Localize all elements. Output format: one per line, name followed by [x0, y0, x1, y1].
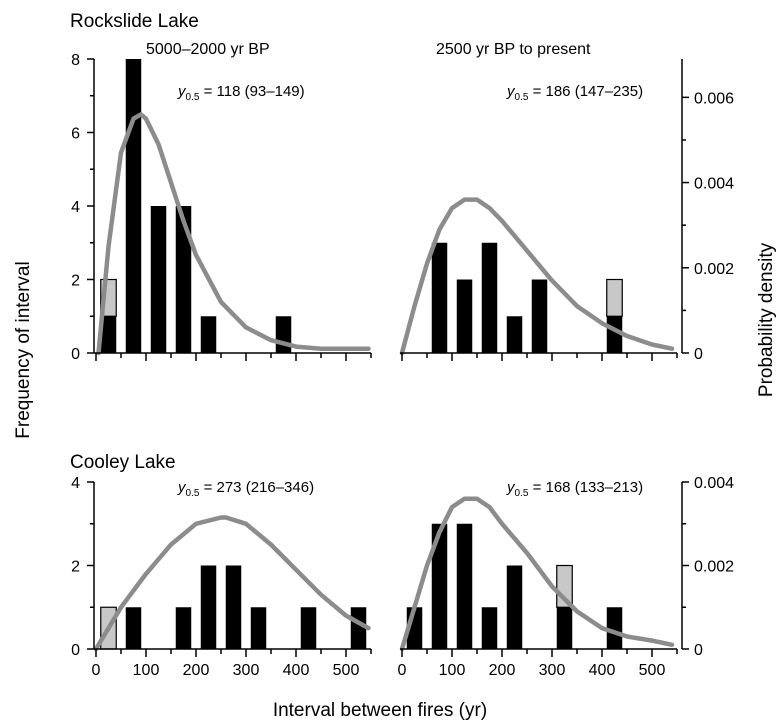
- density-curve: [399, 197, 675, 356]
- x-tick-label: 0: [92, 662, 101, 679]
- bar-full: [125, 607, 142, 649]
- right-tick-label: 0: [694, 346, 703, 363]
- right-tick-label: 0.006: [694, 90, 734, 107]
- x-tick-label: 100: [439, 662, 466, 679]
- density-curve: [96, 112, 371, 356]
- x-tick-label: 0: [398, 662, 407, 679]
- left-axis-label: Frequency of interval: [13, 261, 34, 438]
- y-tick-label: 8: [71, 52, 80, 69]
- bar-full: [506, 316, 523, 353]
- bar-full: [350, 607, 367, 649]
- right-tick-label: 0.004: [694, 475, 734, 492]
- bar-full: [481, 242, 498, 353]
- x-tick-label: 100: [133, 662, 160, 679]
- bar-full: [431, 242, 448, 353]
- bar-full: [175, 607, 192, 649]
- x-tick-label: 400: [589, 662, 616, 679]
- bar-full: [506, 565, 523, 649]
- bar-partial: [606, 278, 623, 317]
- x-tick-label: 200: [183, 662, 210, 679]
- bar-full: [456, 279, 473, 353]
- median-annotation: y0.5 = 186 (147–235): [506, 83, 643, 103]
- lake-title: Rockslide Lake: [70, 11, 199, 32]
- bar-full: [481, 607, 498, 649]
- median-annotation: y0.5 = 273 (216–346): [177, 479, 314, 499]
- bar-full: [200, 316, 217, 353]
- x-tick-label: 300: [233, 662, 260, 679]
- x-tick-label: 400: [283, 662, 310, 679]
- bar-full: [556, 607, 573, 649]
- y-tick-label: 0: [71, 642, 80, 659]
- x-tick-label: 500: [333, 662, 360, 679]
- right-tick-label: 0.002: [694, 261, 734, 278]
- y-tick-label: 2: [71, 273, 80, 290]
- y-tick-label: 6: [71, 126, 80, 143]
- right-tick-label: 0: [694, 642, 703, 659]
- lake-title: Cooley Lake: [70, 452, 176, 473]
- period-title: 5000–2000 yr BP: [146, 41, 270, 58]
- bar-full: [200, 565, 217, 649]
- x-tick-label: 300: [539, 662, 566, 679]
- y-tick-label: 2: [71, 559, 80, 576]
- median-annotation: y0.5 = 168 (133–213): [506, 479, 643, 499]
- bar-full: [531, 279, 548, 353]
- median-annotation: y0.5 = 118 (93–149): [177, 83, 305, 103]
- x-tick-label: 200: [489, 662, 516, 679]
- bar-full: [456, 523, 473, 649]
- bar-full: [606, 607, 623, 649]
- bar-full: [225, 565, 242, 649]
- bar-full: [431, 523, 448, 649]
- right-tick-label: 0.002: [694, 559, 734, 576]
- density-curve: [93, 515, 371, 652]
- bar-full: [250, 607, 267, 649]
- right-axis-label: Probability density: [756, 242, 777, 397]
- bar-full: [275, 316, 292, 353]
- x-axis-label: Interval between fires (yr): [273, 700, 487, 721]
- bar-full: [300, 607, 317, 649]
- period-title: 2500 yr BP to present: [436, 41, 591, 58]
- right-tick-label: 0.004: [694, 176, 734, 193]
- x-tick-label: 500: [639, 662, 666, 679]
- density-curve: [399, 496, 675, 652]
- bar-full: [150, 206, 167, 353]
- y-tick-label: 4: [71, 475, 80, 492]
- y-tick-label: 4: [71, 199, 80, 216]
- bar-full: [100, 316, 117, 353]
- y-tick-label: 0: [71, 346, 80, 363]
- bar-full: [125, 59, 142, 353]
- bar-full: [175, 206, 192, 353]
